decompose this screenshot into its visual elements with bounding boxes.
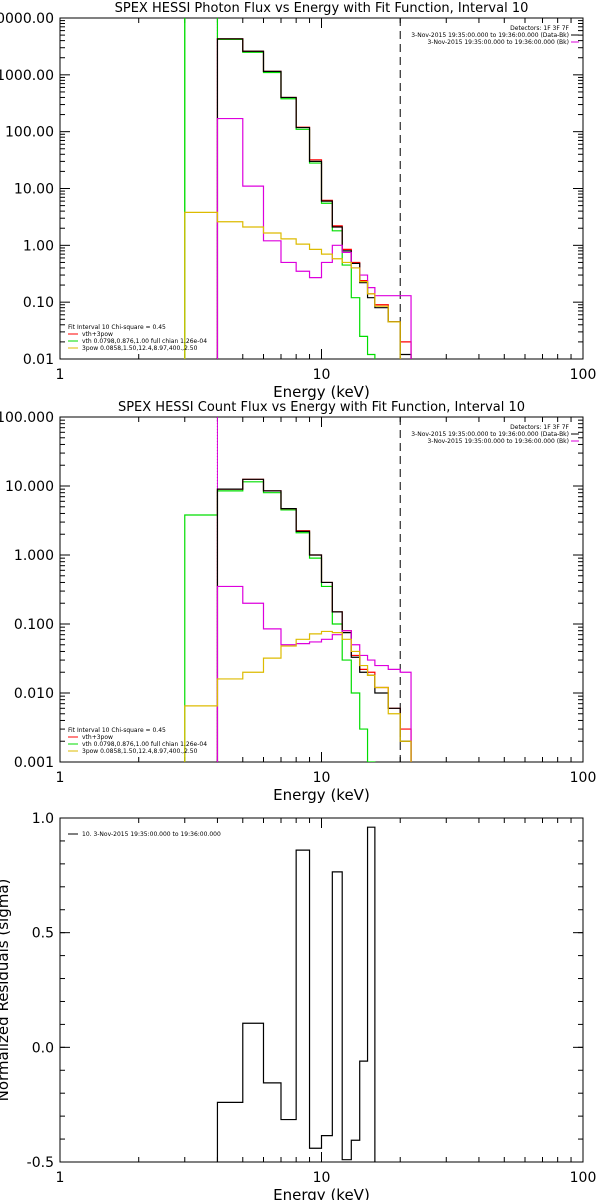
header-text: Detectors: 1F 3F 7F <box>510 25 569 32</box>
header-text: 3-Nov-2015 19:35:00.000 to 19:36:00.000 … <box>427 438 569 445</box>
x-tick-label: 100 <box>570 770 597 786</box>
series-vth-3pow <box>216 478 412 762</box>
y-tick-label: 1.00 <box>23 238 54 254</box>
y-tick-label: 10.00 <box>14 182 54 198</box>
y-tick-label: 1.000 <box>14 548 54 564</box>
y-tick-label: 0.100 <box>14 617 54 633</box>
y-tick-label: 1.0 <box>32 811 54 827</box>
x-axis-label: Energy (keV) <box>273 383 370 401</box>
series-data-bk <box>216 38 412 359</box>
x-tick-label: 10 <box>313 367 331 383</box>
chart-panel-3: 1 10 100 Energy (keV) -0.5 0.0 0.5 1.0 Normalize… <box>0 811 596 1200</box>
y-tick-label: 0.5 <box>32 926 54 942</box>
y-tick-label: 10.000 <box>5 479 54 495</box>
y-tick-label: 0000.00 <box>0 11 54 27</box>
axes-frame <box>59 416 584 763</box>
legend-entry: vth+3pow <box>82 734 113 741</box>
legend-entry: vth 0.0798,0.876,1.00 full chian 1.26e-0… <box>82 338 207 345</box>
header-text: 3-Nov-2015 19:35:00.000 to 19:36:00.000 … <box>411 32 569 39</box>
plot-area <box>216 826 376 1162</box>
series-bk <box>216 117 412 359</box>
y-tick-label: 100.00 <box>5 125 54 141</box>
series-vth <box>184 481 376 762</box>
chart-panel-1: SPEX HESSI Photon Flux vs Energy with Fi… <box>0 1 596 401</box>
x-axis-label: Energy (keV) <box>273 1186 370 1200</box>
y-tick-label: -0.5 <box>27 1155 54 1171</box>
chart-title: SPEX HESSI Count Flux vs Energy with Fit… <box>118 400 525 415</box>
x-axis-label: Energy (keV) <box>273 786 370 804</box>
legend-entry: vth+3pow <box>82 331 113 338</box>
x-tick-label: 100 <box>570 1170 597 1186</box>
y-tick-label: 0.0 <box>32 1040 54 1056</box>
series-3pow <box>184 630 412 762</box>
series-data-bk <box>216 478 412 762</box>
header-text: 3-Nov-2015 19:35:00.000 to 19:36:00.000 … <box>427 39 569 46</box>
legend-entry: vth 0.0798,0.876,1.00 full chian 1.26e-0… <box>82 741 207 748</box>
x-tick-label: 1 <box>56 1170 65 1186</box>
plot-area <box>184 417 412 762</box>
series-vth <box>184 18 376 359</box>
plot-area <box>184 18 412 359</box>
axes-frame <box>59 817 584 1163</box>
y-tick-label: 0.010 <box>14 686 54 702</box>
legend-entry: Fit Interval 10 Chi-square = 0.45 <box>68 324 166 331</box>
y-tick-label: 0.001 <box>14 755 54 771</box>
series-10-3-nov-2015-19-35-00-000-to-19-36-00-000 <box>216 826 376 1162</box>
legend-entry: 3pow 0.0858,1.50,12.4,8.97,400.,2.50 <box>82 748 198 755</box>
header-text: Detectors: 1F 3F 7F <box>510 424 569 431</box>
series-bk <box>216 585 412 762</box>
y-tick-label: 0.10 <box>23 295 54 311</box>
legend-entry: 3pow 0.0858,1.50,12.4,8.97,400.,2.50 <box>82 345 198 352</box>
chart-title: SPEX HESSI Photon Flux vs Energy with Fi… <box>115 1 529 16</box>
x-tick-label: 10 <box>313 770 331 786</box>
x-tick-label: 100 <box>570 367 597 383</box>
legend-entry: Fit Interval 10 Chi-square = 0.45 <box>68 727 166 734</box>
legend-entry: 10. 3-Nov-2015 19:35:00.000 to 19:36:00.… <box>82 831 221 838</box>
series-3pow <box>184 211 401 359</box>
x-tick-label: 1 <box>56 770 65 786</box>
header-text: 3-Nov-2015 19:35:00.000 to 19:36:00.000 … <box>411 431 569 438</box>
x-tick-label: 1 <box>56 367 65 383</box>
y-tick-label: 1000.00 <box>0 68 54 84</box>
y-tick-label: 100.000 <box>0 410 54 426</box>
series-vth-3pow <box>216 38 412 359</box>
y-axis-label: Normalized Residuals (sigma) <box>0 879 12 1102</box>
y-tick-label: 0.01 <box>23 352 54 368</box>
x-tick-label: 10 <box>313 1170 331 1186</box>
chart-panel-2: SPEX HESSI Count Flux vs Energy with Fit… <box>0 400 596 804</box>
